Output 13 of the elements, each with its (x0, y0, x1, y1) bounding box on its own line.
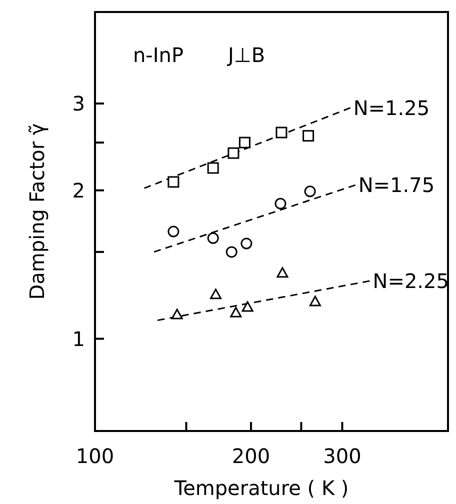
annotation: N=1.75 (358, 173, 435, 198)
x-axis-title: Temperature ( K ) (173, 476, 349, 500)
y-tick-label: 1 (72, 326, 85, 351)
y-tick-label: 3 (72, 92, 85, 116)
annotation: N=1.25 (353, 96, 430, 120)
x-tick-label: 200 (232, 444, 270, 468)
annotation: N=2.25 (372, 268, 449, 293)
x-tick-label: 300 (323, 444, 362, 468)
y-axis-title: Damping Factor γ̃ (25, 123, 49, 300)
x-tick-label: 100 (76, 444, 114, 468)
annotation: J⊥B (226, 43, 266, 67)
y-tick-label: 2 (72, 178, 85, 202)
annotation: n-InP (133, 43, 184, 67)
